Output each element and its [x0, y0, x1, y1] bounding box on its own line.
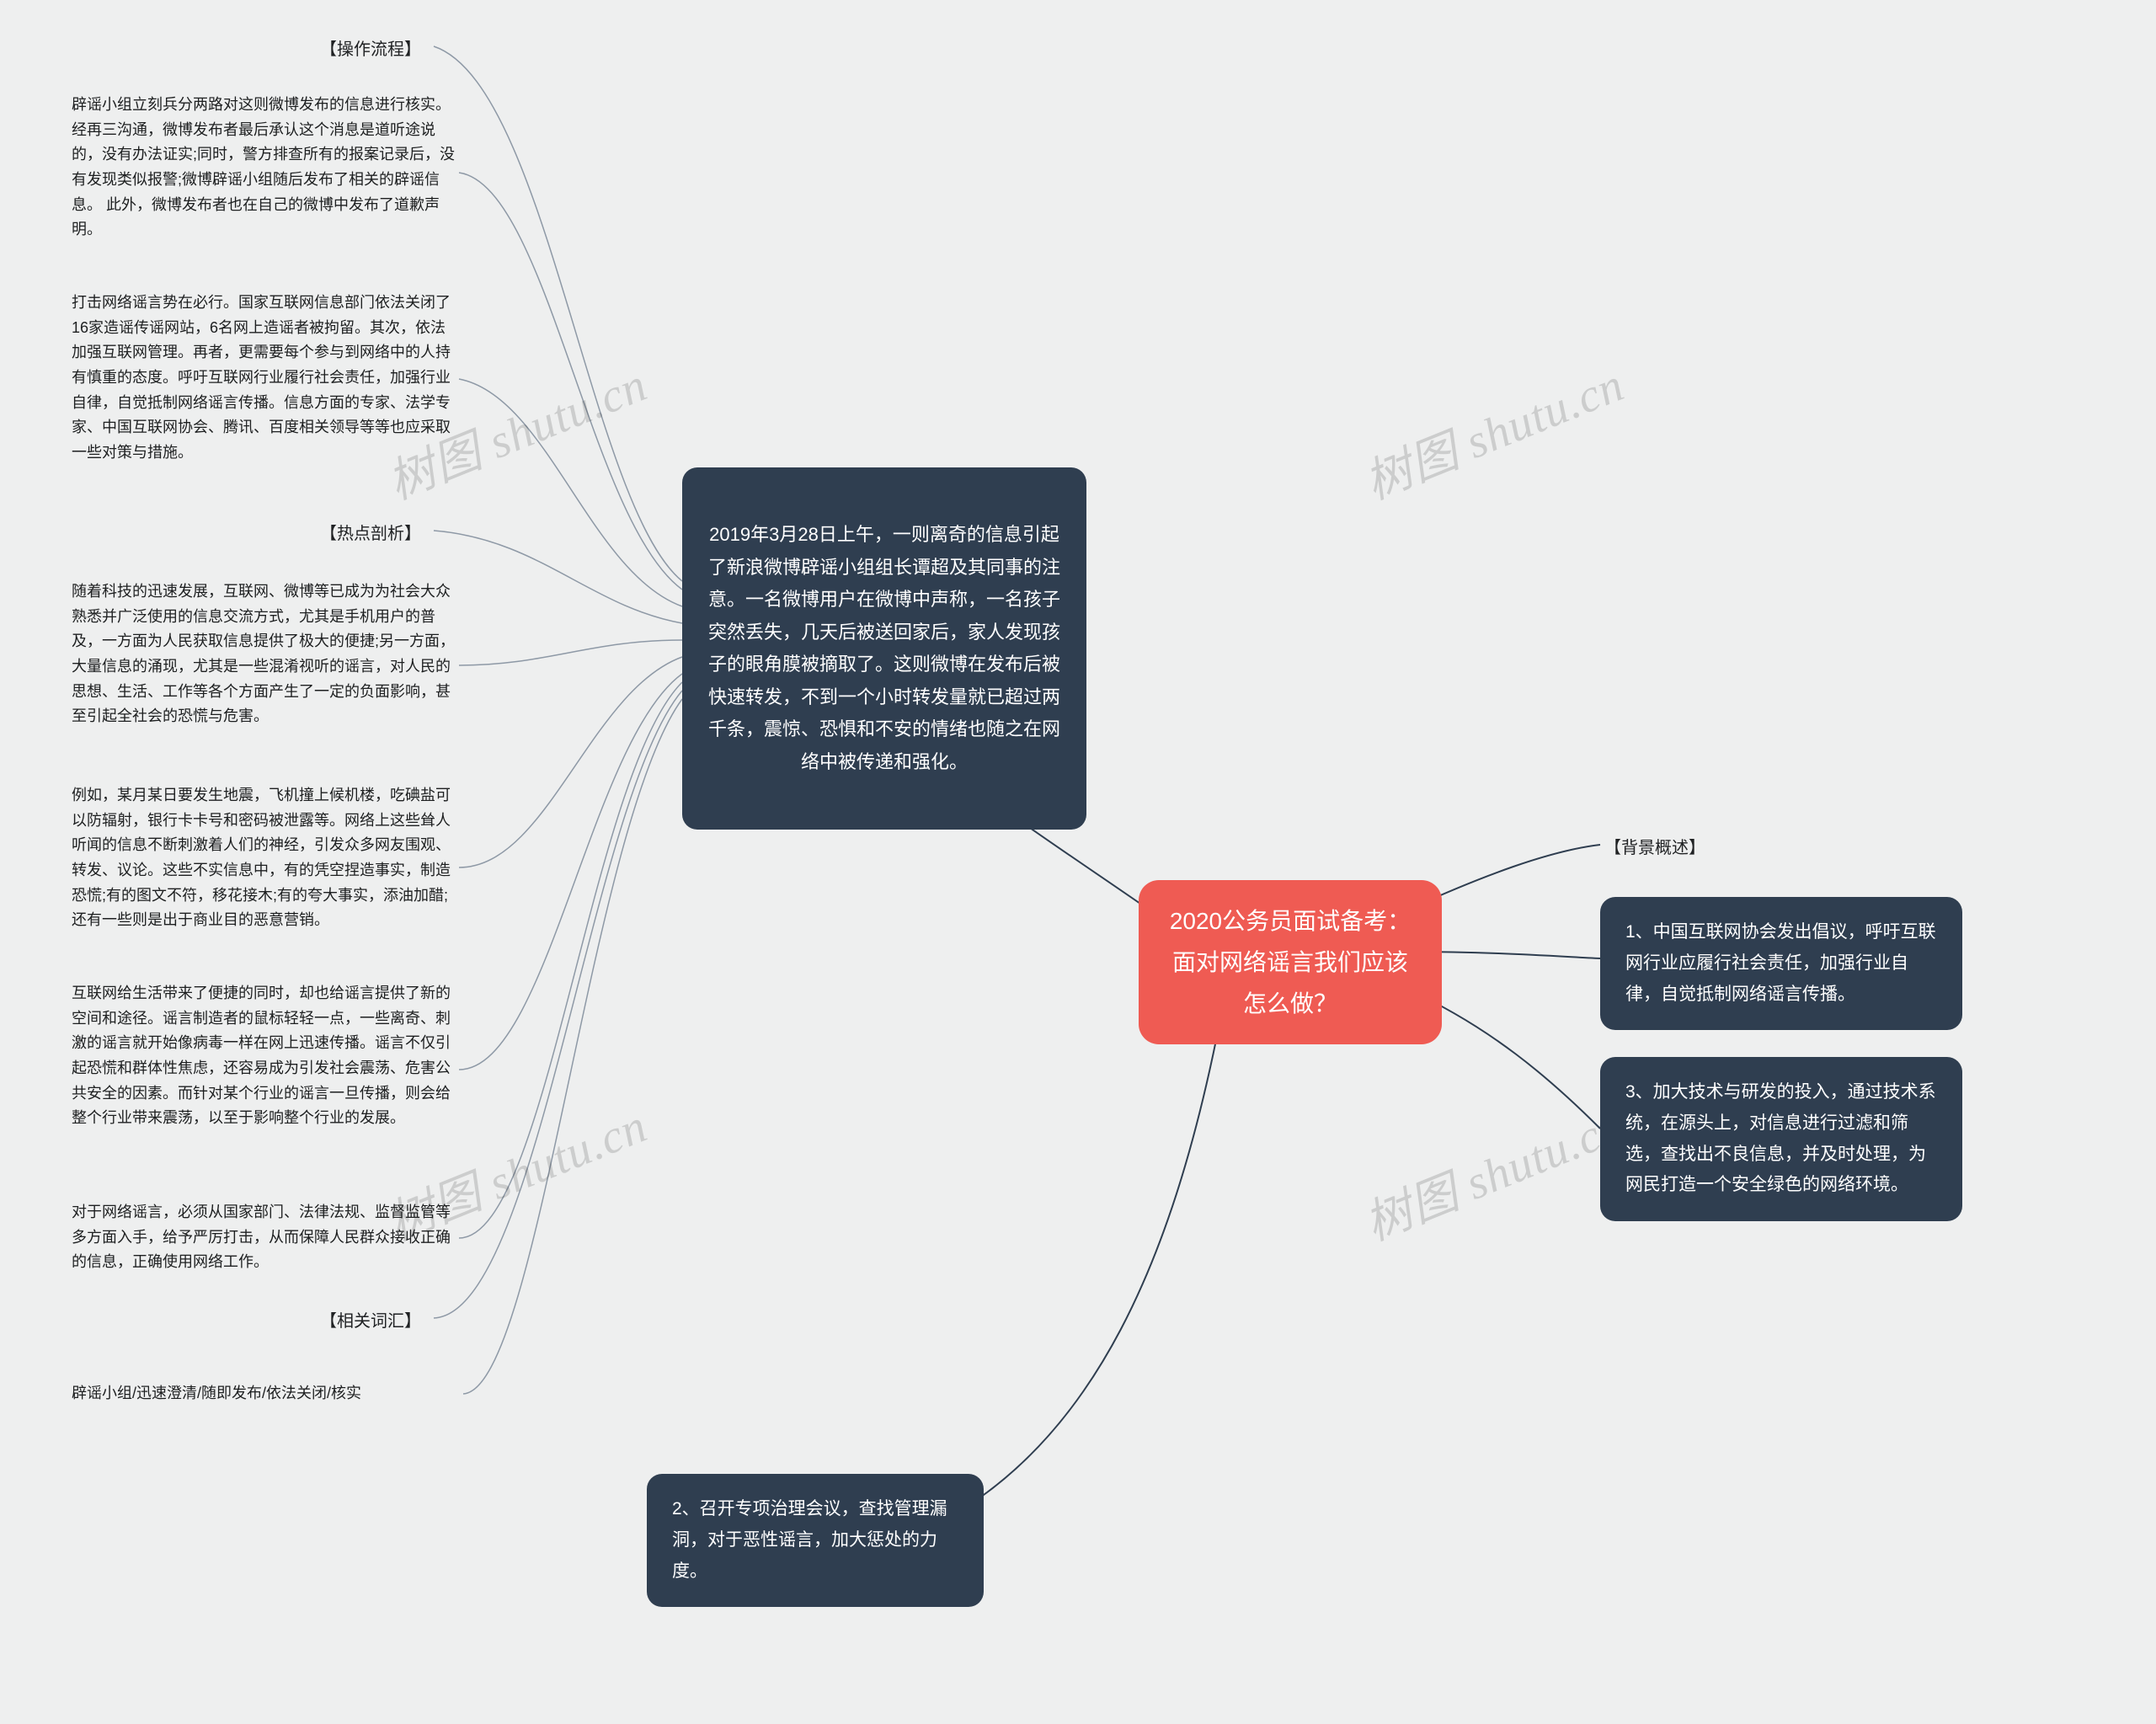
- right-node-1-text: 1、中国互联网协会发出倡议，呼吁互联网行业应履行社会责任，加强行业自律，自觉抵制…: [1625, 917, 1937, 1010]
- left-para-7: 辟谣小组/迅速澄清/随即发布/依法关闭/核实: [72, 1381, 476, 1406]
- watermark: 树图 shutu.cn: [1353, 1088, 1633, 1254]
- context-node: 2019年3月28日上午，一则离奇的信息引起了新浪微博辟谣小组组长谭超及其同事的…: [682, 467, 1086, 830]
- center-node: 2020公务员面试备考：面对网络谣言我们应该怎么做？: [1139, 880, 1442, 1044]
- left-para-5: 互联网给生活带来了便捷的同时，却也给谣言提供了新的空间和途径。谣言制造者的鼠标轻…: [72, 981, 459, 1131]
- left-para-1: 辟谣小组立刻兵分两路对这则微博发布的信息进行核实。经再三沟通，微博发布者最后承认…: [72, 93, 459, 243]
- right-label: 【背景概述】: [1604, 834, 1705, 858]
- right-node-2-text: 3、加大技术与研发的投入，通过技术系统，在源头上，对信息进行过滤和筛选，查找出不…: [1625, 1077, 1937, 1201]
- right-node-2: 3、加大技术与研发的投入，通过技术系统，在源头上，对信息进行过滤和筛选，查找出不…: [1600, 1057, 1962, 1221]
- bottom-node: 2、召开专项治理会议，查找管理漏洞，对于恶性谣言，加大惩处的力度。: [647, 1474, 984, 1607]
- left-para-3: 随着科技的迅速发展，互联网、微博等已成为为社会大众熟悉并广泛使用的信息交流方式，…: [72, 579, 459, 729]
- left-label-3: 【相关词汇】: [320, 1307, 421, 1332]
- right-node-1: 1、中国互联网协会发出倡议，呼吁互联网行业应履行社会责任，加强行业自律，自觉抵制…: [1600, 897, 1962, 1030]
- left-para-6: 对于网络谣言，必须从国家部门、法律法规、监督监管等多方面入手，给予严厉打击，从而…: [72, 1200, 459, 1275]
- bottom-node-text: 2、召开专项治理会议，查找管理漏洞，对于恶性谣言，加大惩处的力度。: [672, 1494, 958, 1587]
- left-para-4: 例如，某月某日要发生地震，飞机撞上候机楼，吃碘盐可以防辐射，银行卡卡号和密码被泄…: [72, 783, 459, 933]
- center-text: 2020公务员面试备考：面对网络谣言我们应该怎么做？: [1164, 900, 1417, 1024]
- left-label-2: 【热点剖析】: [320, 520, 421, 544]
- watermark: 树图 shutu.cn: [1353, 347, 1633, 513]
- left-label-1: 【操作流程】: [320, 35, 421, 60]
- context-text: 2019年3月28日上午，一则离奇的信息引起了新浪微博辟谣小组组长谭超及其同事的…: [707, 519, 1061, 778]
- right-label-text: 【背景概述】: [1604, 839, 1705, 857]
- left-para-2: 打击网络谣言势在必行。国家互联网信息部门依法关闭了16家造谣传谣网站，6名网上造…: [72, 291, 459, 466]
